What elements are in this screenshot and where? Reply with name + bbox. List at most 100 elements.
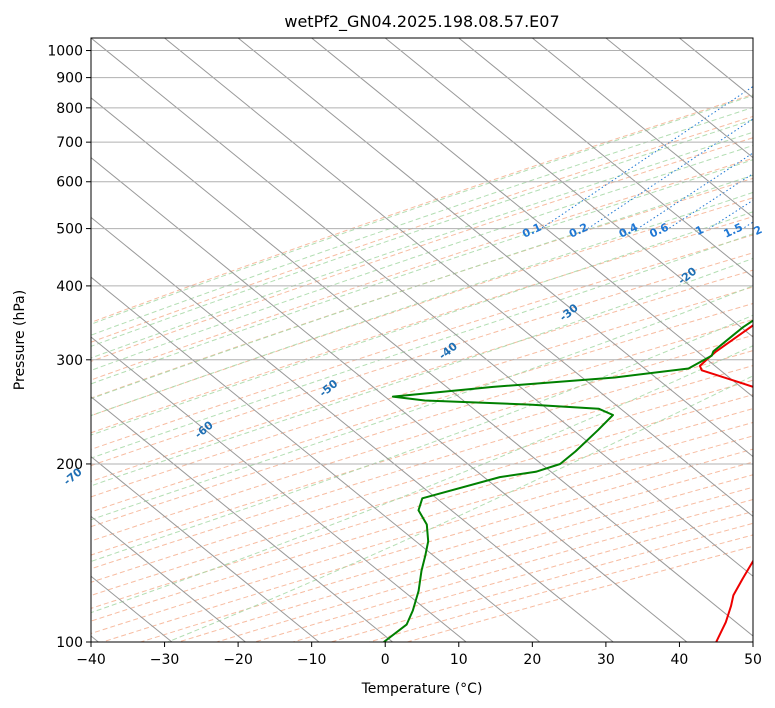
dry-adiabat (91, 177, 753, 399)
mixing-ratio-label: 1 (693, 223, 705, 238)
isotherm-line (91, 336, 467, 642)
isotherm-line (91, 38, 753, 577)
y-tick-label: 600 (56, 175, 83, 191)
dry-adiabat (102, 448, 753, 642)
x-tick-label: −30 (150, 652, 180, 668)
dry-adiabat (91, 421, 753, 622)
isotherm-line (384, 38, 753, 338)
chart-title: wetPf2_GN04.2025.198.08.57.E07 (284, 12, 559, 32)
moist-adiabat (91, 257, 753, 487)
dry-adiabat (91, 286, 753, 498)
dry-adiabat (91, 379, 753, 583)
y-tick-label: 1000 (47, 44, 83, 60)
y-axis-label: Pressure (hPa) (12, 290, 28, 390)
x-tick-label: 20 (523, 652, 541, 668)
y-tick-label: 800 (56, 101, 83, 117)
isotherm-line (91, 396, 393, 642)
dry-adiabat (91, 365, 753, 570)
isotherm-line (91, 276, 541, 642)
y-tick-label: 100 (56, 635, 83, 651)
dry-adiabat (91, 435, 753, 635)
x-tick-label: −10 (297, 652, 327, 668)
mixing-ratio-label: 0.6 (648, 220, 671, 240)
moist-adiabat (91, 233, 753, 459)
dry-adiabat (91, 269, 753, 482)
guide-line-labels: -100-90-80-70-60-50-40-30-20-10010203040… (61, 220, 764, 488)
isotherm-label: -30 (557, 301, 581, 324)
x-tick-label: 30 (597, 652, 615, 668)
y-tick-label: 900 (56, 71, 83, 87)
moist-adiabat (91, 106, 753, 336)
moist-adiabat (91, 174, 753, 400)
dry-adiabat (330, 522, 753, 642)
dry-adiabat (178, 474, 753, 642)
plot-frame (90, 37, 754, 643)
isotherm-line (532, 38, 753, 219)
isotherm-line (605, 38, 753, 159)
isotherm-line (91, 156, 688, 642)
moist-adiabat (91, 211, 753, 436)
pressure-grid (91, 38, 753, 642)
y-tick-label: 500 (56, 222, 83, 238)
isotherm-line (91, 216, 614, 642)
moist-adiabat (91, 191, 753, 417)
mixing-ratio-label: 0.2 (567, 221, 590, 241)
moist-adiabat (91, 131, 753, 359)
moist-adiabat (91, 285, 753, 521)
moist-adiabat (91, 159, 753, 385)
moist-adiabat (91, 94, 753, 325)
dry-adiabat (91, 93, 753, 323)
dry-adiabat (254, 499, 753, 642)
dry-adiabat (91, 115, 753, 343)
x-tick-label: 40 (671, 652, 689, 668)
moist-adiabat (91, 144, 753, 371)
dry-adiabat (91, 216, 753, 434)
dewpoint-profile (383, 319, 753, 642)
moist-adiabat (91, 119, 753, 347)
y-tick-label: 700 (56, 135, 83, 151)
moist-adiabat (91, 314, 753, 562)
dry-adiabat (91, 319, 753, 528)
x-axis-ticks: −40 −30 −20 −10 0 10 20 30 40 50 (76, 642, 762, 668)
isotherm-line (91, 97, 753, 637)
background-guide-lines (91, 38, 775, 642)
isotherm-label: -20 (676, 264, 700, 287)
dry-adiabat (91, 157, 753, 381)
y-tick-label: 400 (56, 279, 83, 295)
x-axis-label: Temperature (°C) (361, 681, 483, 697)
dry-adiabat (91, 137, 753, 362)
mixing-ratio-label: 1.5 (722, 221, 745, 241)
x-tick-label: 0 (381, 652, 390, 668)
isotherm-line (752, 38, 753, 39)
dry-adiabat (140, 461, 753, 642)
moist-adiabat (167, 375, 753, 642)
mixing-ratio-line (768, 38, 775, 229)
mixing-ratio-line (742, 221, 753, 230)
isotherm-line (91, 455, 320, 642)
isotherm-label: -40 (436, 339, 460, 362)
dry-adiabat (91, 252, 753, 467)
dry-adiabat (91, 197, 753, 417)
dry-adiabat (292, 511, 753, 642)
mixing-ratio-label: 0.4 (617, 220, 640, 240)
temperature-profile (698, 324, 753, 642)
dry-adiabat (91, 394, 753, 596)
mixing-ratio-label: 2 (752, 223, 764, 238)
dry-adiabat (91, 408, 753, 609)
isotherm-line (311, 38, 753, 398)
mixing-ratio-line (587, 118, 753, 230)
mixing-ratio-line (668, 173, 753, 230)
mixing-ratio-line (708, 199, 753, 230)
x-tick-label: −40 (76, 652, 106, 668)
x-tick-label: 50 (744, 652, 762, 668)
profile-lines (383, 319, 753, 642)
y-tick-label: 300 (56, 353, 83, 369)
isotherm-line (237, 38, 753, 458)
y-axis-ticks: 1000 900 800 700 600 500 400 300 200 100 (47, 44, 91, 651)
dry-adiabat (91, 334, 753, 542)
dry-adiabat (91, 350, 753, 556)
x-tick-label: −20 (223, 652, 253, 668)
isotherm-line (164, 38, 753, 518)
isotherm-line (458, 38, 753, 278)
